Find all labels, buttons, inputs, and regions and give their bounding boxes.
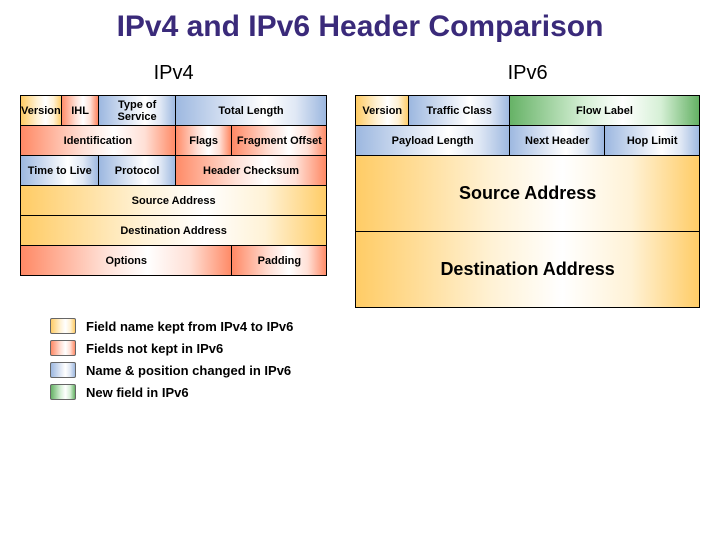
ipv6-label: IPv6 [508,62,548,85]
field-flags: Flags [175,126,232,156]
tables-container: IPv4 VersionIHLType of ServiceTotal Leng… [20,62,700,308]
field-header-checksum: Header Checksum [175,156,327,186]
field-time-to-live: Time to Live [21,156,99,186]
ipv4-column: IPv4 VersionIHLType of ServiceTotal Leng… [20,62,327,276]
ipv6-column: IPv6 VersionTraffic ClassFlow LabelPaylo… [355,62,700,308]
legend-row: New field in IPv6 [50,384,700,400]
field-padding: Padding [232,246,327,276]
field-identification: Identification [21,126,176,156]
field-destination-address: Destination Address [21,216,327,246]
legend-text: New field in IPv6 [86,385,189,400]
ipv4-label: IPv4 [154,62,194,85]
field-version: Version [21,96,62,126]
field-fragment-offset: Fragment Offset [232,126,327,156]
field-type-of-service: Type of Service [99,96,175,126]
legend-row: Field name kept from IPv4 to IPv6 [50,318,700,334]
legend-swatch-dropped [50,340,76,356]
legend-swatch-changed [50,362,76,378]
ipv4-header-table: VersionIHLType of ServiceTotal LengthIde… [20,95,327,276]
field-source-address: Source Address [21,186,327,216]
legend-row: Fields not kept in IPv6 [50,340,700,356]
legend-swatch-kept [50,318,76,334]
field-hop-limit: Hop Limit [605,126,700,156]
legend-row: Name & position changed in IPv6 [50,362,700,378]
field-options: Options [21,246,232,276]
field-ihl: IHL [61,96,99,126]
field-traffic-class: Traffic Class [409,96,510,126]
field-next-header: Next Header [509,126,604,156]
legend-swatch-newf [50,384,76,400]
field-payload-length: Payload Length [356,126,510,156]
legend: Field name kept from IPv4 to IPv6 Fields … [50,318,700,400]
field-version: Version [356,96,409,126]
field-destination-address: Destination Address [356,232,700,308]
field-flow-label: Flow Label [509,96,699,126]
legend-text: Field name kept from IPv4 to IPv6 [86,319,293,334]
page-title: IPv4 and IPv6 Header Comparison [20,10,700,44]
legend-text: Fields not kept in IPv6 [86,341,223,356]
ipv6-header-table: VersionTraffic ClassFlow LabelPayload Le… [355,95,700,308]
field-source-address: Source Address [356,156,700,232]
legend-text: Name & position changed in IPv6 [86,363,291,378]
field-total-length: Total Length [175,96,327,126]
field-protocol: Protocol [99,156,175,186]
